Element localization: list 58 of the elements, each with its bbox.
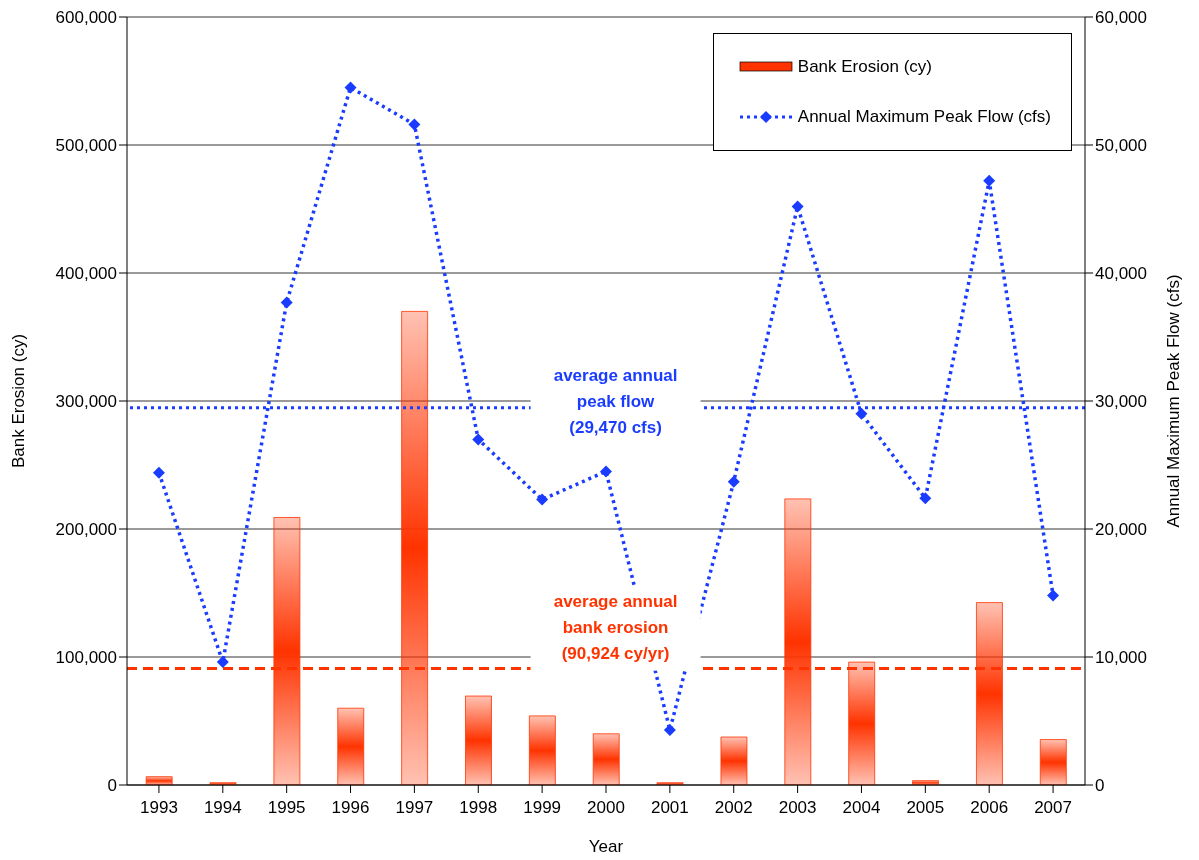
x-axis-title: Year xyxy=(588,837,624,856)
y2-tick-label: 0 xyxy=(1095,776,1105,796)
x-tick-label: 2000 xyxy=(587,798,625,818)
y2-tick-label: 40,000 xyxy=(1095,264,1147,284)
legend-label: Bank Erosion (cy) xyxy=(797,57,932,77)
ref-line-label: average annual peak flow (29,470 cfs) xyxy=(553,365,678,437)
x-tick-label: 1997 xyxy=(395,798,434,818)
y-tick-label: 100,000 xyxy=(55,648,117,668)
bar xyxy=(720,736,748,785)
x-tick-label: 1996 xyxy=(331,798,370,818)
point xyxy=(344,81,357,94)
point xyxy=(216,656,229,669)
y2-tick-label: 20,000 xyxy=(1095,520,1147,540)
x-tick-label: 2002 xyxy=(714,798,753,818)
bar xyxy=(528,715,556,785)
y2-tick-label: 60,000 xyxy=(1095,8,1147,28)
point xyxy=(919,492,932,505)
point xyxy=(408,118,421,131)
point xyxy=(152,466,165,479)
y-tick-label: 200,000 xyxy=(55,520,117,540)
x-tick-label: 2004 xyxy=(842,798,881,818)
x-tick-label: 1995 xyxy=(267,798,306,818)
point xyxy=(663,723,676,736)
point xyxy=(727,475,740,488)
point xyxy=(472,433,485,446)
point xyxy=(983,174,996,187)
y2-axis-title: Annual Maximum Peak Flow (cfs) xyxy=(1164,274,1184,528)
legend-label: Annual Maximum Peak Flow (cfs) xyxy=(797,107,1051,127)
x-tick-label: 1993 xyxy=(140,798,178,818)
x-tick-label: 2005 xyxy=(906,798,945,818)
bar xyxy=(337,707,365,785)
point xyxy=(1047,589,1060,602)
bar xyxy=(145,776,173,785)
y-tick-label: 0 xyxy=(107,776,117,796)
point xyxy=(280,296,293,309)
bar xyxy=(465,695,492,785)
y-axis-title: Bank Erosion (cy) xyxy=(9,333,29,469)
y-tick-label: 400,000 xyxy=(55,264,117,284)
x-tick-label: 1998 xyxy=(459,798,498,818)
bar xyxy=(1039,739,1067,785)
x-tick-label: 2003 xyxy=(778,798,817,818)
point xyxy=(600,465,612,478)
y2-tick-label: 30,000 xyxy=(1095,392,1147,412)
y2-tick-label: 50,000 xyxy=(1095,136,1147,156)
x-tick-label: 1999 xyxy=(523,798,562,818)
x-tick-label: 1994 xyxy=(203,798,242,818)
ref-line-label: average annual bank erosion (90,924 cy/yr) xyxy=(553,591,678,663)
point xyxy=(791,200,804,213)
bar xyxy=(592,733,620,785)
y-tick-label: 300,000 xyxy=(55,392,117,412)
point xyxy=(536,493,549,506)
x-tick-label: 2001 xyxy=(650,798,689,818)
x-tick-label: 2007 xyxy=(1034,798,1072,818)
y2-tick-label: 10,000 xyxy=(1095,648,1147,668)
y-tick-label: 600,000 xyxy=(55,8,117,28)
y-tick-label: 500,000 xyxy=(55,136,117,156)
point xyxy=(855,407,868,420)
x-tick-label: 2006 xyxy=(970,798,1009,818)
